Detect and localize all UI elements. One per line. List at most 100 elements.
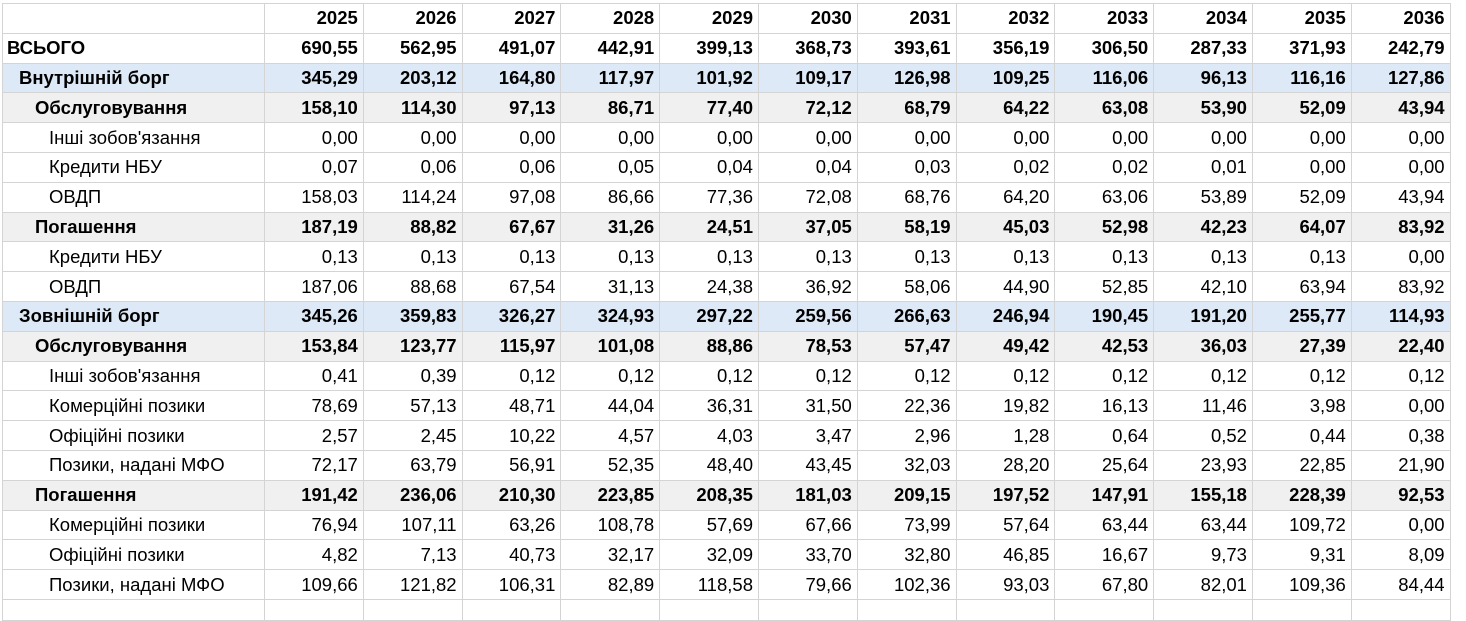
- value-cell[interactable]: 0,13: [955, 241, 1056, 273]
- value-cell[interactable]: 0,00: [1350, 122, 1451, 153]
- value-cell[interactable]: 32,80: [856, 539, 957, 571]
- value-cell[interactable]: 0,06: [461, 151, 562, 183]
- value-cell[interactable]: 22,40: [1350, 330, 1451, 362]
- value-cell[interactable]: 3,47: [757, 420, 858, 451]
- value-cell[interactable]: 76,94: [264, 509, 364, 541]
- value-cell[interactable]: 22,36: [856, 390, 957, 422]
- value-cell[interactable]: 0,00: [757, 122, 858, 153]
- value-cell[interactable]: 203,12: [362, 62, 463, 94]
- value-cell[interactable]: 562,95: [362, 32, 463, 64]
- value-cell[interactable]: 0,00: [362, 122, 463, 153]
- value-cell[interactable]: 121,82: [362, 569, 463, 600]
- value-cell[interactable]: 0,00: [1251, 122, 1352, 153]
- value-cell[interactable]: 371,93: [1251, 32, 1352, 64]
- value-cell[interactable]: 0,00: [1054, 122, 1155, 153]
- row-label-cell[interactable]: Обслуговування: [2, 92, 265, 124]
- value-cell[interactable]: 72,12: [757, 92, 858, 124]
- value-cell[interactable]: 0,38: [1350, 420, 1451, 451]
- row-label-cell[interactable]: ВСЬОГО: [2, 32, 265, 64]
- value-cell[interactable]: 52,09: [1251, 92, 1352, 124]
- value-cell[interactable]: 242,79: [1350, 32, 1451, 64]
- value-cell[interactable]: 255,77: [1251, 300, 1352, 332]
- row-label-cell[interactable]: Кредити НБУ: [2, 241, 265, 273]
- value-cell[interactable]: 0,00: [1350, 509, 1451, 541]
- value-cell[interactable]: 88,82: [362, 211, 463, 243]
- value-cell[interactable]: 187,06: [264, 271, 364, 302]
- value-cell[interactable]: 2,45: [362, 420, 463, 451]
- value-cell[interactable]: 44,90: [955, 271, 1056, 302]
- value-cell[interactable]: 58,19: [856, 211, 957, 243]
- value-cell[interactable]: 43,94: [1350, 181, 1451, 213]
- year-header-cell[interactable]: 2036: [1350, 3, 1451, 34]
- value-cell[interactable]: 53,90: [1153, 92, 1253, 124]
- year-header-cell[interactable]: 2028: [560, 3, 661, 34]
- value-cell[interactable]: 24,38: [659, 271, 759, 302]
- value-cell[interactable]: 0,39: [362, 360, 463, 392]
- value-cell[interactable]: 0,13: [659, 241, 759, 273]
- year-header-cell[interactable]: 2025: [264, 3, 364, 34]
- value-cell[interactable]: 0,13: [264, 241, 364, 273]
- value-cell[interactable]: 72,08: [757, 181, 858, 213]
- value-cell[interactable]: 63,44: [1054, 509, 1155, 541]
- value-cell[interactable]: 101,92: [659, 62, 759, 94]
- value-cell[interactable]: 109,72: [1251, 509, 1352, 541]
- value-cell[interactable]: 114,24: [362, 181, 463, 213]
- value-cell[interactable]: 223,85: [560, 479, 661, 511]
- value-cell[interactable]: 92,53: [1350, 479, 1451, 511]
- value-cell[interactable]: 118,58: [659, 569, 759, 600]
- value-cell[interactable]: 0,00: [1350, 390, 1451, 422]
- value-cell[interactable]: 37,05: [757, 211, 858, 243]
- row-label-cell[interactable]: Комерційні позики: [2, 509, 265, 541]
- value-cell[interactable]: 82,89: [560, 569, 661, 600]
- year-header-cell[interactable]: 2033: [1054, 3, 1155, 34]
- value-cell[interactable]: 78,53: [757, 330, 858, 362]
- row-label-cell[interactable]: Позики, надані МФО: [2, 569, 265, 600]
- value-cell[interactable]: 155,18: [1153, 479, 1253, 511]
- value-cell[interactable]: 97,08: [461, 181, 562, 213]
- value-cell[interactable]: 52,85: [1054, 271, 1155, 302]
- value-cell[interactable]: 0,00: [1251, 151, 1352, 183]
- value-cell[interactable]: 208,35: [659, 479, 759, 511]
- value-cell[interactable]: 147,91: [1054, 479, 1155, 511]
- row-label-cell[interactable]: Зовнішній борг: [2, 300, 265, 332]
- value-cell[interactable]: 32,03: [856, 449, 957, 481]
- value-cell[interactable]: 86,71: [560, 92, 661, 124]
- value-cell[interactable]: 63,94: [1251, 271, 1352, 302]
- value-cell[interactable]: 49,42: [955, 330, 1056, 362]
- value-cell[interactable]: 266,63: [856, 300, 957, 332]
- year-header-cell[interactable]: 2029: [659, 3, 759, 34]
- value-cell[interactable]: 0,00: [1350, 151, 1451, 183]
- year-header-cell[interactable]: 2027: [461, 3, 562, 34]
- year-header-cell[interactable]: 2035: [1251, 3, 1352, 34]
- value-cell[interactable]: 0,13: [1054, 241, 1155, 273]
- value-cell[interactable]: 297,22: [659, 300, 759, 332]
- value-cell[interactable]: 57,69: [659, 509, 759, 541]
- value-cell[interactable]: 83,92: [1350, 211, 1451, 243]
- value-cell[interactable]: 0,00: [560, 122, 661, 153]
- value-cell[interactable]: 63,79: [362, 449, 463, 481]
- value-cell[interactable]: 107,11: [362, 509, 463, 541]
- year-header-cell[interactable]: 2026: [362, 3, 463, 34]
- value-cell[interactable]: 2,57: [264, 420, 364, 451]
- value-cell[interactable]: 0,13: [560, 241, 661, 273]
- value-cell[interactable]: 236,06: [362, 479, 463, 511]
- value-cell[interactable]: 0,12: [1054, 360, 1155, 392]
- value-cell[interactable]: 158,03: [264, 181, 364, 213]
- value-cell[interactable]: 7,13: [362, 539, 463, 571]
- value-cell[interactable]: 0,12: [1251, 360, 1352, 392]
- value-cell[interactable]: 197,52: [955, 479, 1056, 511]
- value-cell[interactable]: 16,13: [1054, 390, 1155, 422]
- value-cell[interactable]: 0,04: [659, 151, 759, 183]
- value-cell[interactable]: 45,03: [955, 211, 1056, 243]
- value-cell[interactable]: 68,76: [856, 181, 957, 213]
- value-cell[interactable]: 114,30: [362, 92, 463, 124]
- value-cell[interactable]: 52,09: [1251, 181, 1352, 213]
- row-label-cell[interactable]: Погашення: [2, 211, 265, 243]
- header-corner-cell[interactable]: [2, 3, 265, 34]
- value-cell[interactable]: 77,36: [659, 181, 759, 213]
- value-cell[interactable]: 491,07: [461, 32, 562, 64]
- value-cell[interactable]: 0,44: [1251, 420, 1352, 451]
- empty-cell[interactable]: [560, 598, 661, 621]
- value-cell[interactable]: 0,00: [264, 122, 364, 153]
- value-cell[interactable]: 9,31: [1251, 539, 1352, 571]
